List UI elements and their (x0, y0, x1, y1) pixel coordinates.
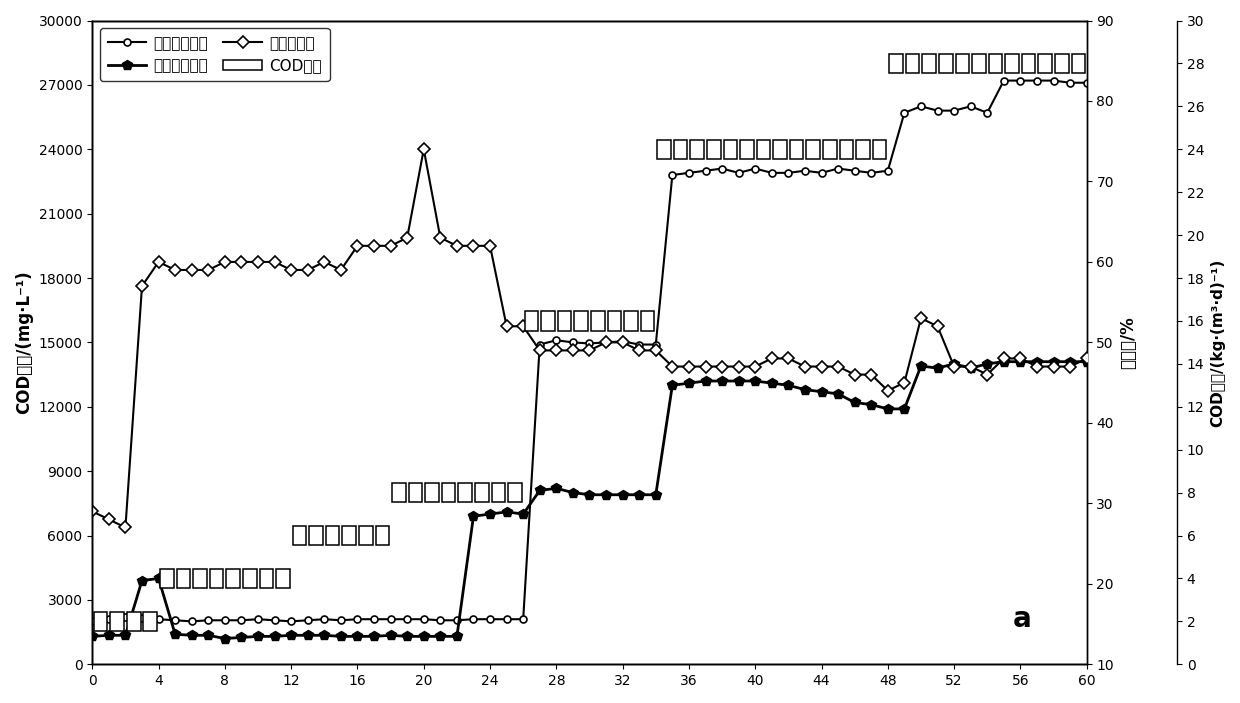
Bar (724, 140, 737, 159)
Bar (144, 612, 157, 631)
Y-axis label: COD浓度/(mg·L⁻¹): COD浓度/(mg·L⁻¹) (15, 271, 33, 414)
Bar (541, 311, 554, 330)
Bar (210, 569, 223, 588)
一级厌氧进水 (433, 616, 448, 624)
一级去除率 (980, 370, 994, 379)
Bar (591, 311, 605, 330)
Bar (1071, 53, 1085, 73)
一级厌氧进水 (615, 337, 630, 346)
Bar (1055, 53, 1069, 73)
Bar (176, 569, 190, 588)
Line: 一级厌氧进水: 一级厌氧进水 (89, 77, 1090, 625)
Bar (475, 483, 489, 502)
Bar (823, 140, 837, 159)
一级去除率 (300, 266, 315, 274)
一级去除率 (466, 242, 481, 250)
Line: 一级厌氧出水: 一级厌氧出水 (87, 357, 1091, 643)
Bar (657, 140, 671, 159)
一级厌氧进水 (317, 615, 332, 624)
Bar (358, 526, 372, 546)
一级厌氧进水 (1079, 79, 1094, 87)
一级去除率 (1079, 354, 1094, 363)
Bar (508, 483, 522, 502)
一级去除率 (714, 362, 729, 370)
Bar (939, 53, 952, 73)
Bar (309, 526, 322, 546)
Bar (774, 140, 787, 159)
一级去除率 (649, 346, 663, 354)
Legend: 一级厌氧进水, 一级厌氧出水, 一级去除率, COD负荷: 一级厌氧进水, 一级厌氧出水, 一级去除率, COD负荷 (100, 28, 330, 81)
一级去除率 (84, 507, 99, 515)
Bar (376, 526, 389, 546)
Bar (608, 311, 621, 330)
Bar (409, 483, 423, 502)
Y-axis label: COD负荷/(kg·(m³·d)⁻¹): COD负荷/(kg·(m³·d)⁻¹) (1210, 258, 1225, 427)
一级厌氧出水 (1079, 358, 1094, 366)
Bar (756, 140, 770, 159)
Y-axis label: 去除率/%: 去除率/% (1120, 316, 1137, 369)
Bar (243, 569, 257, 588)
Bar (459, 483, 472, 502)
Bar (707, 140, 720, 159)
一级厌氧进水 (946, 106, 961, 115)
一级去除率 (334, 266, 348, 274)
Bar (259, 569, 273, 588)
Bar (906, 53, 920, 73)
Bar (624, 311, 637, 330)
一级厌氧进水 (997, 77, 1012, 85)
一级厌氧进水 (284, 617, 299, 626)
一级厌氧出水 (997, 358, 1012, 366)
Bar (342, 526, 356, 546)
Bar (790, 140, 804, 159)
一级厌氧出水 (963, 364, 978, 373)
一级厌氧出水 (631, 491, 646, 499)
Bar (641, 311, 655, 330)
一级去除率 (417, 145, 432, 153)
Bar (491, 483, 505, 502)
Bar (1006, 53, 1019, 73)
Bar (1022, 53, 1035, 73)
Bar (988, 53, 1002, 73)
一级厌氧出水 (300, 631, 315, 640)
一级厌氧出水 (698, 377, 713, 385)
Bar (94, 612, 108, 631)
一级厌氧进水 (682, 169, 697, 177)
一级厌氧出水 (217, 634, 232, 643)
Bar (326, 526, 340, 546)
Bar (806, 140, 820, 159)
Bar (441, 483, 455, 502)
Bar (1038, 53, 1052, 73)
Bar (673, 140, 687, 159)
Bar (574, 311, 588, 330)
一级厌氧出水 (449, 632, 464, 640)
Bar (839, 140, 853, 159)
Bar (873, 140, 887, 159)
Bar (972, 53, 986, 73)
Bar (227, 569, 241, 588)
Bar (425, 483, 439, 502)
Bar (525, 311, 538, 330)
Bar (392, 483, 405, 502)
一级厌氧进水 (84, 617, 99, 626)
Bar (956, 53, 970, 73)
Bar (193, 569, 207, 588)
Bar (126, 612, 140, 631)
Bar (277, 569, 290, 588)
Bar (293, 526, 306, 546)
Text: a: a (1013, 605, 1032, 633)
Bar (558, 311, 572, 330)
Bar (740, 140, 754, 159)
Bar (110, 612, 124, 631)
Bar (889, 53, 903, 73)
Bar (160, 569, 174, 588)
Bar (856, 140, 869, 159)
一级去除率 (118, 523, 133, 531)
一级厌氧出水 (334, 632, 348, 640)
Bar (923, 53, 936, 73)
一级厌氧出水 (84, 632, 99, 640)
Line: 一级去除率: 一级去除率 (88, 145, 1091, 531)
Bar (691, 140, 704, 159)
